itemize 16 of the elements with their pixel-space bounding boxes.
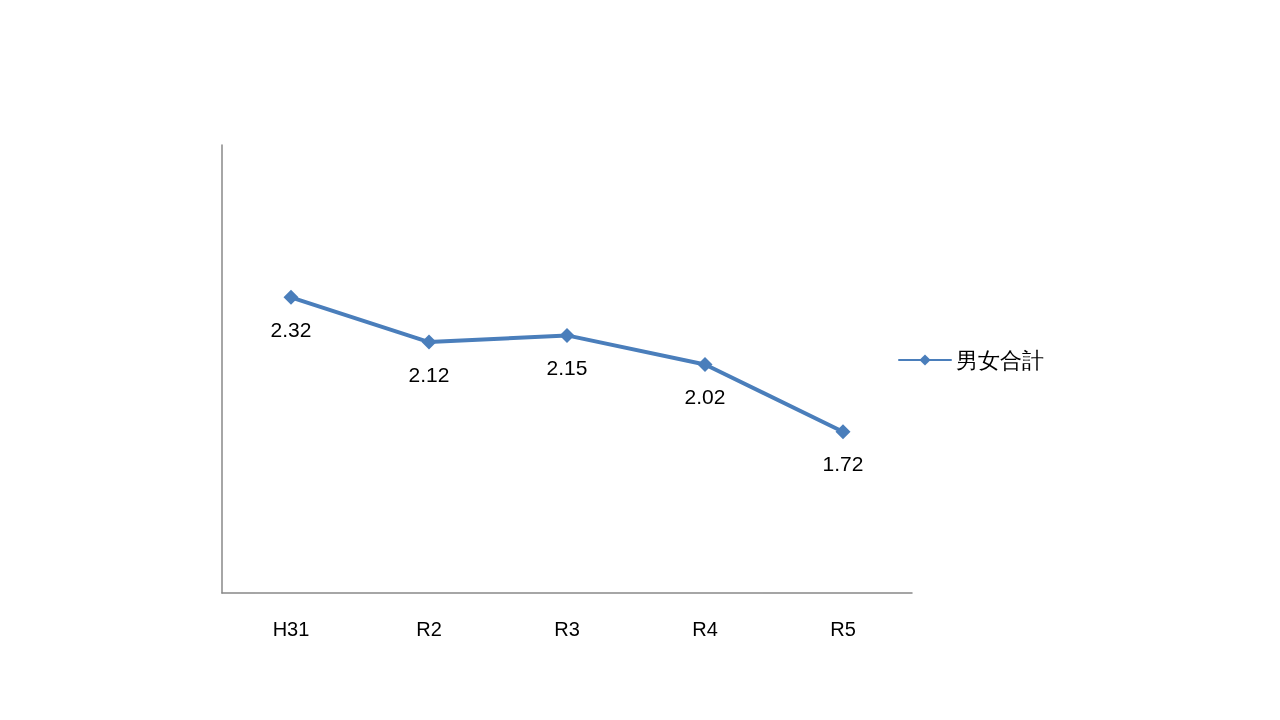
point bbox=[421, 334, 437, 350]
x-tick-label: R4 bbox=[692, 618, 718, 640]
data-label: 2.12 bbox=[408, 362, 450, 386]
x-tick-label: R2 bbox=[416, 618, 442, 640]
point bbox=[283, 289, 299, 305]
legend-label: 男女合計 bbox=[956, 347, 1044, 373]
data-label: 2.32 bbox=[270, 317, 312, 341]
data-label: 2.15 bbox=[546, 355, 588, 379]
data-label: 2.02 bbox=[684, 385, 726, 409]
point bbox=[835, 424, 851, 440]
x-tick-label: H31 bbox=[272, 618, 310, 640]
data-label: 1.72 bbox=[822, 452, 864, 476]
point bbox=[559, 327, 575, 343]
point bbox=[697, 357, 713, 373]
x-tick-label: R3 bbox=[554, 618, 580, 640]
x-tick-label: R5 bbox=[830, 618, 856, 640]
